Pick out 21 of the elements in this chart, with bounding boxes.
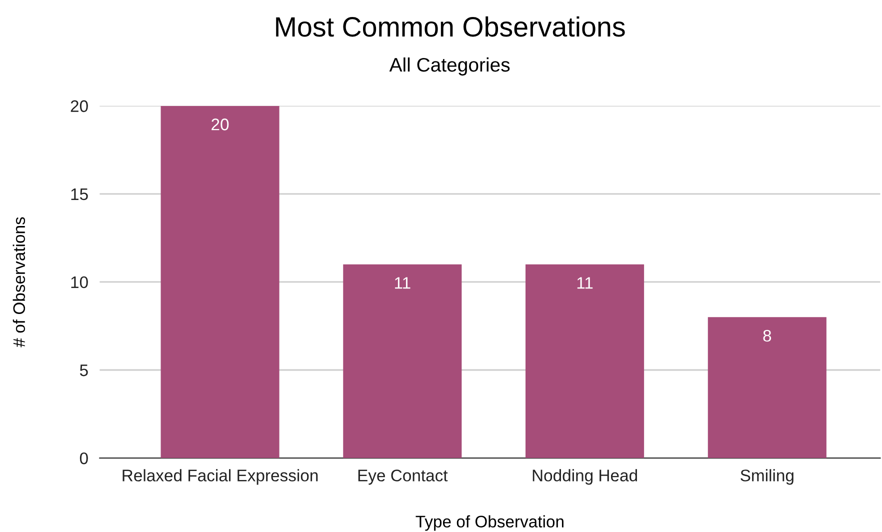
y-tick-label: 0 <box>80 452 88 464</box>
x-tick-label: Eye Contact <box>358 470 448 485</box>
x-tick-label: Nodding Head <box>532 469 637 485</box>
bar <box>343 264 462 458</box>
data-label: 8 <box>763 330 772 342</box>
bar <box>708 317 826 458</box>
y-tick-label: 15 <box>71 188 88 200</box>
data-label: 11 <box>577 277 593 289</box>
data-label: 20 <box>212 118 229 130</box>
bar <box>526 264 644 458</box>
y-tick-label: 5 <box>80 364 88 376</box>
x-tick-label: Relaxed Facial Expression <box>122 469 318 485</box>
y-tick-label: 20 <box>70 100 88 112</box>
chart-subtitle: All Categories <box>389 57 510 76</box>
x-axis-title: Type of Observation <box>416 515 564 531</box>
data-label: 11 <box>395 277 410 289</box>
chart-title: Most Common Observations <box>276 16 625 37</box>
bar <box>160 106 280 458</box>
y-tick-label: 10 <box>71 276 88 288</box>
x-tick-label: Smiling <box>740 469 794 485</box>
y-axis-title: # of Observations <box>12 217 26 348</box>
